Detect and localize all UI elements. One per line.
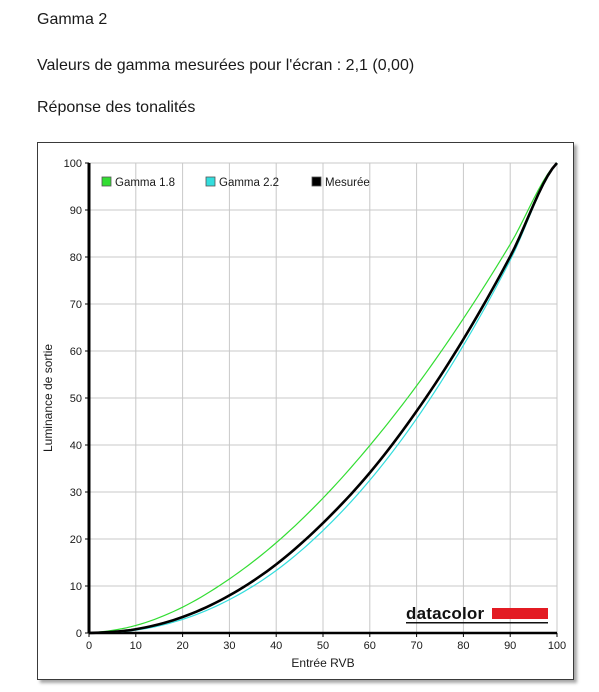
logo-underline [406, 622, 548, 624]
logo-wordmark: datacolor [406, 604, 485, 623]
y-tick-label: 0 [76, 628, 82, 640]
chart-axes: 0 10 20 30 40 50 60 70 80 90 100 0 10 20 30 40 50 60 70 80 9… [64, 158, 567, 652]
legend-entry: Gamma 2.2 [205, 176, 279, 189]
legend-entry: Gamma 1.8 [101, 176, 175, 189]
chart-legend: Gamma 1.8 Gamma 2.2 Mesurée [101, 176, 370, 189]
x-tick-label: 20 [176, 640, 188, 652]
x-tick-label: 30 [223, 640, 235, 652]
tone-response-chart: 0 10 20 30 40 50 60 70 80 90 100 0 10 20 30 40 50 60 70 80 9… [37, 142, 574, 680]
y-tick-label: 90 [70, 205, 82, 217]
y-tick-label: 50 [70, 393, 82, 405]
x-tick-label: 100 [548, 640, 566, 652]
x-tick-label: 70 [410, 640, 422, 652]
y-tick-label: 20 [70, 534, 82, 546]
x-axis-title: Entrée RVB [291, 656, 354, 670]
chart-svg: 0 10 20 30 40 50 60 70 80 90 100 0 10 20 30 40 50 60 70 80 9… [41, 158, 567, 670]
y-tick-label: 80 [70, 252, 82, 264]
y-tick-label: 70 [70, 299, 82, 311]
logo-red-bar [492, 608, 548, 619]
x-tick-label: 80 [457, 640, 469, 652]
legend-swatch [101, 176, 112, 187]
y-tick-label: 40 [70, 440, 82, 452]
legend-swatch [311, 176, 322, 187]
x-tick-label: 40 [270, 640, 282, 652]
y-tick-label: 100 [64, 158, 82, 170]
page-title: Gamma 2 [37, 11, 108, 28]
gamma-values-text: Valeurs de gamma mesurées pour l'écran :… [37, 57, 415, 74]
x-tick-label: 10 [130, 640, 142, 652]
x-tick-label: 60 [364, 640, 376, 652]
x-tick-label: 90 [504, 640, 516, 652]
chart-series [88, 162, 558, 635]
series-line-gamma-1-8 [88, 162, 558, 634]
datacolor-logo: datacolor [406, 604, 548, 624]
legend-label: Gamma 2.2 [219, 177, 279, 189]
legend-label: Mesurée [325, 177, 370, 189]
y-tick-label: 60 [70, 346, 82, 358]
y-tick-label: 30 [70, 487, 82, 499]
x-tick-label: 0 [86, 640, 92, 652]
legend-label: Gamma 1.8 [115, 177, 175, 189]
section-title: Réponse des tonalités [37, 99, 196, 116]
x-tick-label: 50 [317, 640, 329, 652]
legend-swatch [205, 176, 216, 187]
chart-grid [89, 162, 558, 633]
y-tick-label: 10 [70, 581, 82, 593]
y-axis-title: Luminance de sortie [41, 344, 55, 452]
series-line-gamma-2-2 [88, 162, 558, 634]
series-line-mesur-e [88, 162, 558, 635]
legend-entry: Mesurée [311, 176, 370, 189]
